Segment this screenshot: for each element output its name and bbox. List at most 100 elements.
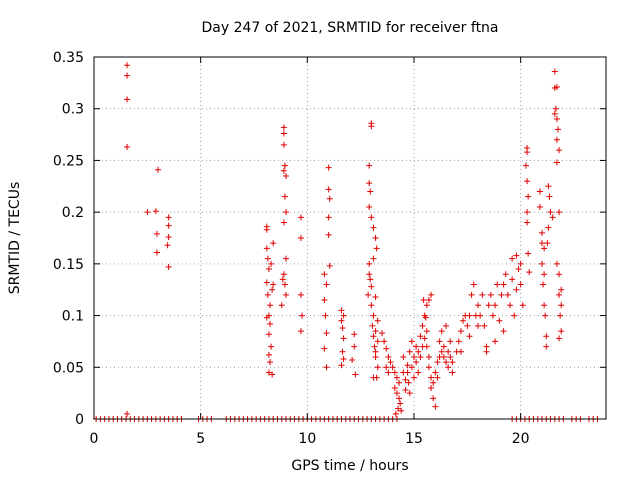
data-point: [551, 110, 558, 117]
data-point: [498, 291, 505, 298]
data-point: [280, 141, 287, 148]
data-point: [430, 379, 437, 386]
data-point: [366, 162, 373, 169]
data-point: [536, 188, 543, 195]
data-point: [124, 72, 131, 79]
data-point: [366, 260, 373, 267]
data-point: [455, 338, 462, 345]
data-point: [553, 136, 560, 143]
data-point: [383, 364, 390, 371]
data-point: [457, 348, 464, 355]
data-point: [509, 255, 516, 262]
data-point: [557, 312, 564, 319]
data-point: [369, 322, 376, 329]
data-point: [370, 255, 377, 262]
data-point: [555, 126, 561, 133]
data-point: [270, 281, 277, 288]
data-point: [325, 231, 332, 238]
data-point: [425, 297, 432, 304]
data-point: [445, 364, 452, 371]
data-point: [165, 222, 172, 229]
data-point: [379, 330, 385, 337]
grid: [94, 57, 606, 419]
data-point: [540, 281, 547, 288]
data-point: [483, 348, 490, 355]
data-point: [413, 343, 420, 350]
data-point: [449, 359, 456, 366]
data-point: [406, 390, 413, 397]
x-tick-label: 10: [298, 431, 316, 447]
data-point: [492, 302, 499, 309]
data-point: [279, 276, 286, 283]
data-point: [339, 348, 346, 355]
data-point: [428, 291, 435, 298]
data-point: [539, 260, 545, 267]
data-point: [504, 291, 511, 298]
data-point: [373, 245, 380, 252]
y-axis-label: SRMTID / TECUs: [7, 182, 23, 295]
data-point: [164, 242, 171, 249]
data-point: [372, 235, 379, 241]
data-point: [525, 250, 532, 257]
axis-ticks: 0 5 10 15 20 0 0.05 0.1 0.15 0.2 0.25 0.3 0.35: [53, 50, 606, 447]
data-point: [265, 351, 272, 358]
data-point: [340, 335, 347, 342]
data-point: [545, 224, 552, 231]
data-point: [511, 312, 518, 319]
data-point: [425, 353, 432, 360]
data-point: [383, 345, 390, 352]
data-point: [372, 348, 379, 355]
data-point: [321, 297, 328, 304]
data-point: [352, 371, 359, 378]
data-point: [299, 312, 305, 319]
data-point: [281, 281, 288, 288]
data-point: [278, 302, 285, 309]
data-point: [542, 312, 549, 319]
data-point: [389, 364, 396, 371]
data-point: [445, 348, 452, 355]
data-point: [267, 359, 273, 366]
data-point: [524, 209, 531, 216]
data-point: [370, 312, 377, 319]
data-point: [536, 203, 543, 210]
x-tick-label: 15: [405, 431, 423, 447]
data-point: [368, 302, 375, 309]
data-point: [281, 162, 288, 169]
data-point: [541, 302, 548, 309]
data-point: [475, 322, 481, 329]
data-point: [165, 214, 172, 221]
data-point: [402, 376, 409, 383]
data-point: [323, 364, 330, 371]
data-point: [440, 343, 447, 350]
data-point: [556, 209, 563, 216]
data-point: [420, 297, 427, 304]
data-point: [124, 143, 131, 150]
data-point: [524, 149, 531, 156]
x-tick-label: 20: [512, 431, 530, 447]
data-point: [370, 374, 377, 381]
data-point: [524, 178, 531, 185]
data-point: [556, 291, 563, 298]
data-point: [325, 214, 332, 221]
y-tick-label: 0.05: [53, 360, 84, 376]
data-point: [558, 328, 565, 335]
data-point: [513, 286, 520, 293]
data-point: [339, 324, 346, 331]
data-point: [515, 266, 522, 273]
data-point: [366, 180, 373, 187]
data-point: [372, 293, 379, 300]
data-point: [423, 343, 430, 350]
data-point: [553, 260, 560, 267]
data-point: [365, 291, 372, 298]
data-point: [393, 374, 400, 381]
data-point: [494, 281, 501, 288]
data-point: [280, 271, 287, 278]
data-point: [321, 271, 328, 278]
data-point: [421, 335, 428, 342]
data-point: [280, 130, 287, 137]
data-point: [366, 271, 373, 278]
data-point: [479, 291, 486, 298]
data-point: [338, 307, 345, 314]
data-point: [283, 291, 289, 298]
data-point: [438, 328, 445, 335]
